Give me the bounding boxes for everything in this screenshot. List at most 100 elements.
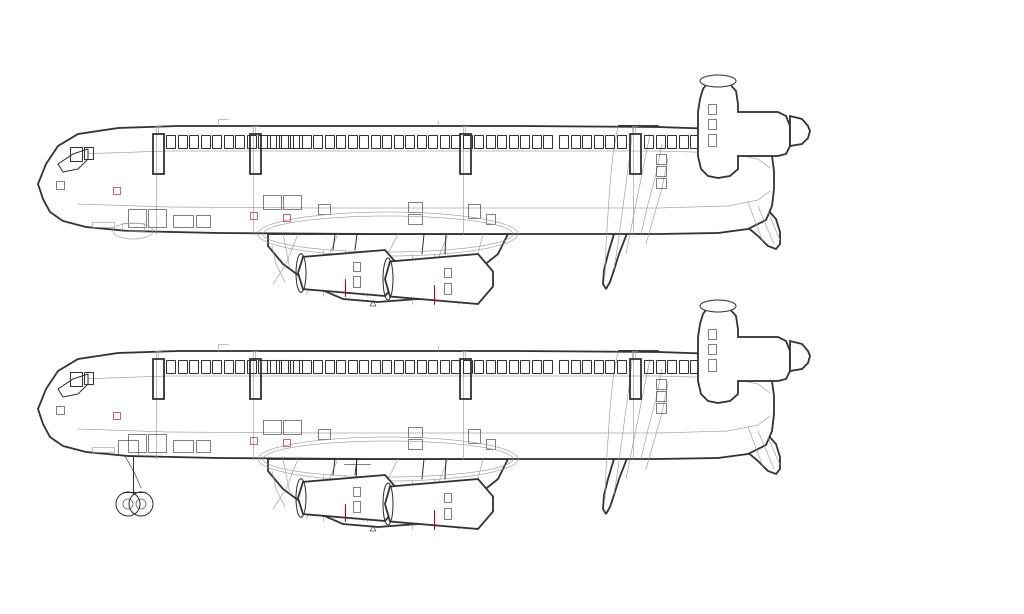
Bar xyxy=(644,135,653,148)
Bar xyxy=(708,344,716,354)
Bar xyxy=(301,360,310,373)
Polygon shape xyxy=(58,374,88,397)
Bar xyxy=(336,135,345,148)
Bar xyxy=(279,360,288,373)
Bar xyxy=(485,360,495,373)
Bar xyxy=(92,222,114,227)
Polygon shape xyxy=(385,254,493,304)
Bar xyxy=(408,202,422,212)
Bar xyxy=(148,209,166,227)
Bar xyxy=(84,147,93,159)
Bar xyxy=(318,429,330,439)
Bar xyxy=(509,135,517,148)
Bar xyxy=(630,359,641,399)
Bar xyxy=(497,360,506,373)
Bar xyxy=(290,360,299,373)
Bar xyxy=(708,359,716,371)
Bar xyxy=(444,283,451,294)
Bar xyxy=(417,360,426,373)
Bar xyxy=(250,437,257,444)
Bar xyxy=(371,360,380,373)
Bar xyxy=(325,135,334,148)
Bar xyxy=(353,501,360,512)
Bar xyxy=(173,215,193,227)
Bar xyxy=(582,360,591,373)
Bar xyxy=(258,360,267,373)
Polygon shape xyxy=(603,126,670,289)
Bar xyxy=(234,135,244,148)
Bar xyxy=(520,360,529,373)
Bar xyxy=(293,135,301,148)
Bar xyxy=(667,360,676,373)
Bar xyxy=(196,440,210,452)
Polygon shape xyxy=(698,304,790,403)
Bar xyxy=(444,492,451,502)
Bar xyxy=(428,135,437,148)
Bar xyxy=(382,135,391,148)
Bar xyxy=(463,360,471,373)
Bar xyxy=(189,135,198,148)
Bar xyxy=(166,135,175,148)
Bar xyxy=(708,104,716,114)
Bar xyxy=(474,135,483,148)
Bar xyxy=(247,360,256,373)
Bar xyxy=(269,360,279,373)
Polygon shape xyxy=(38,126,774,234)
Polygon shape xyxy=(38,351,774,459)
Bar xyxy=(485,135,495,148)
Polygon shape xyxy=(298,475,399,521)
Bar xyxy=(353,262,360,271)
Bar xyxy=(92,447,114,452)
Polygon shape xyxy=(298,250,399,296)
Polygon shape xyxy=(385,479,493,529)
Bar xyxy=(250,359,261,399)
Bar xyxy=(656,391,666,401)
Bar xyxy=(382,360,391,373)
Bar xyxy=(301,135,310,148)
Bar xyxy=(70,372,82,386)
Bar xyxy=(359,135,368,148)
Bar xyxy=(543,135,552,148)
Bar xyxy=(258,135,267,148)
Bar xyxy=(263,195,281,209)
Bar xyxy=(113,412,120,419)
Bar xyxy=(497,135,506,148)
Bar xyxy=(701,135,711,148)
Bar xyxy=(212,135,221,148)
Polygon shape xyxy=(734,425,780,474)
Bar xyxy=(460,134,471,174)
Bar xyxy=(451,360,460,373)
Polygon shape xyxy=(603,351,670,514)
Bar xyxy=(679,360,687,373)
Bar xyxy=(177,360,186,373)
Bar xyxy=(56,181,65,189)
Bar xyxy=(153,359,164,399)
Bar xyxy=(667,135,676,148)
Bar xyxy=(708,329,716,339)
Bar xyxy=(173,440,193,452)
Bar xyxy=(371,135,380,148)
Bar xyxy=(444,508,451,519)
Bar xyxy=(713,360,722,373)
Bar xyxy=(267,135,276,148)
Bar xyxy=(353,487,360,495)
Bar xyxy=(468,204,480,218)
Bar xyxy=(325,360,334,373)
Bar xyxy=(250,134,261,174)
Bar xyxy=(189,360,198,373)
Bar xyxy=(468,429,480,443)
Polygon shape xyxy=(790,341,810,371)
Bar xyxy=(474,360,483,373)
Bar xyxy=(293,360,301,373)
Bar xyxy=(439,360,449,373)
Bar xyxy=(313,360,322,373)
Bar xyxy=(122,223,144,231)
Bar xyxy=(708,119,716,129)
Ellipse shape xyxy=(700,75,736,87)
Polygon shape xyxy=(268,459,508,527)
Bar xyxy=(559,360,568,373)
Bar xyxy=(428,360,437,373)
Bar xyxy=(656,379,666,389)
Bar xyxy=(263,420,281,434)
Bar xyxy=(679,135,687,148)
